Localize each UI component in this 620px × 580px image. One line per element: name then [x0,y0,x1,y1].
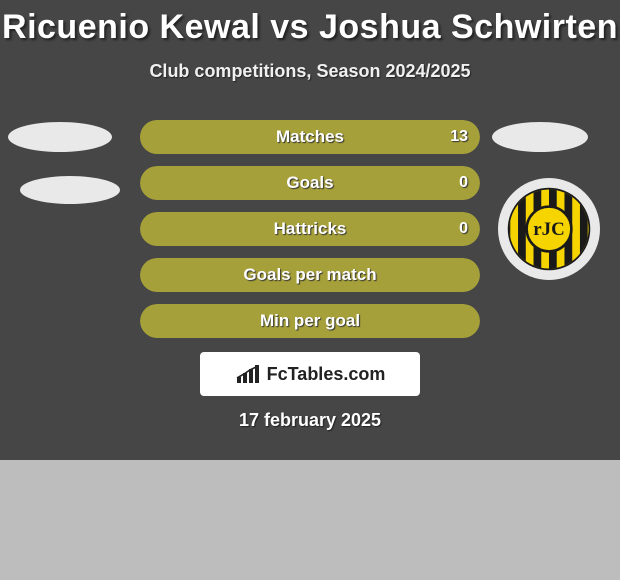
branding-badge[interactable]: FcTables.com [200,352,420,396]
stat-label: Goals [140,166,480,200]
stat-row-goals: Goals0 [140,166,480,200]
stat-value-right: 0 [459,212,468,246]
stat-value-right: 13 [450,120,468,154]
page-title: Ricuenio Kewal vs Joshua Schwirten [0,0,620,47]
player-left-placeholder-1 [20,176,120,204]
stats-block: Matches13Goals0Hattricks0Goals per match… [140,120,480,350]
stat-label: Hattricks [140,212,480,246]
chart-icon [235,363,263,385]
player-left-placeholder-0 [8,122,112,152]
stat-label: Min per goal [140,304,480,338]
player-right-placeholder [492,122,588,152]
stat-row-matches: Matches13 [140,120,480,154]
stat-row-hattricks: Hattricks0 [140,212,480,246]
branding-text: FcTables.com [267,364,386,385]
stat-label: Goals per match [140,258,480,292]
club-crest-icon: rJC [506,186,592,272]
stat-row-min-per-goal: Min per goal [140,304,480,338]
club-badge-right: rJC [498,178,600,280]
stats-card: Ricuenio Kewal vs Joshua Schwirten Club … [0,0,620,460]
stat-value-right: 0 [459,166,468,200]
svg-text:rJC: rJC [533,219,565,240]
stat-row-goals-per-match: Goals per match [140,258,480,292]
date-label: 17 february 2025 [0,410,620,431]
stat-label: Matches [140,120,480,154]
page-subtitle: Club competitions, Season 2024/2025 [0,61,620,82]
